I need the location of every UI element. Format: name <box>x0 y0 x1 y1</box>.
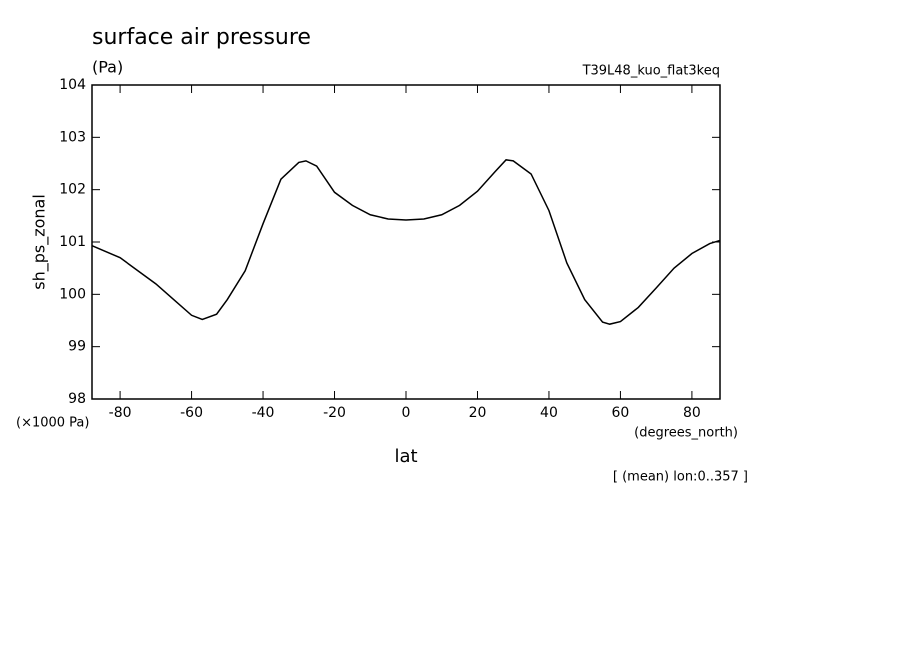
units: (Pa) <box>92 58 123 77</box>
y-tick-label: 100 <box>59 286 86 302</box>
y-tick-label: 104 <box>59 77 86 93</box>
y-tick-label: 102 <box>59 182 86 198</box>
x-axis-label: lat <box>394 446 417 467</box>
x-tick-label: 80 <box>683 405 701 421</box>
run-label: T39L48_kuo_flat3keq <box>582 64 720 79</box>
note: [ (mean) lon:0..357 ] <box>613 470 748 485</box>
y-tick-label: 99 <box>68 339 86 355</box>
y-axis-label: sh_ps_zonal <box>30 194 50 290</box>
x-tick-label: -40 <box>252 405 275 421</box>
y-tick-label: 101 <box>59 234 86 250</box>
x-tick-label: -60 <box>180 405 203 421</box>
x-units: (degrees_north) <box>634 426 738 441</box>
x-tick-label: 60 <box>612 405 630 421</box>
x-tick-label: 0 <box>402 405 411 421</box>
x-tick-label: 40 <box>540 405 558 421</box>
x-tick-label: -80 <box>109 405 132 421</box>
x-tick-label: -20 <box>323 405 346 421</box>
y-scale-note: (×1000 Pa) <box>16 416 89 431</box>
data-line <box>91 159 721 325</box>
y-tick-label: 103 <box>59 129 86 145</box>
x-tick-label: 20 <box>469 405 487 421</box>
chart-title: surface air pressure <box>92 25 311 50</box>
y-tick-label: 98 <box>68 391 86 407</box>
